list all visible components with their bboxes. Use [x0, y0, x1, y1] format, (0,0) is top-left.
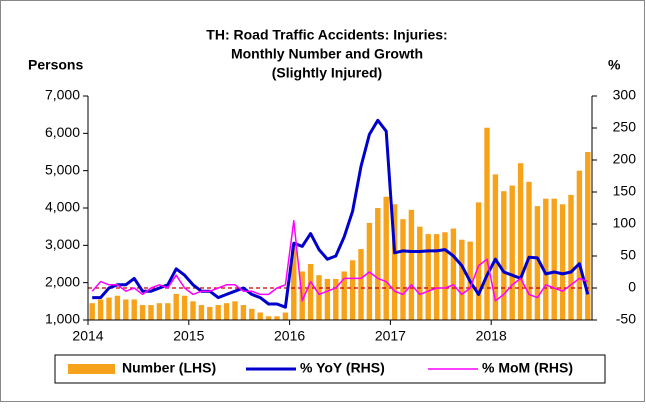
bar — [517, 163, 524, 320]
y-tick-label: 4,000 — [45, 199, 80, 215]
bar — [484, 127, 490, 320]
bar — [156, 303, 163, 320]
bar — [450, 228, 457, 320]
y2-tick-label: 100 — [613, 215, 637, 231]
bar — [341, 271, 347, 320]
bar — [417, 226, 423, 320]
y2-tick-label: 200 — [613, 151, 637, 167]
legend-label: % MoM (RHS) — [482, 360, 573, 376]
bar — [408, 209, 415, 320]
bar — [551, 198, 557, 320]
bar — [316, 275, 322, 320]
y2-tick-label: 150 — [613, 183, 637, 199]
bar — [509, 185, 515, 320]
bar — [559, 204, 566, 320]
bar — [568, 194, 574, 320]
y-tick-label: 1,000 — [45, 311, 80, 327]
legend-swatch — [68, 364, 115, 374]
y-axis-label: Persons — [28, 57, 83, 73]
y2-axis-label: % — [608, 57, 621, 73]
bar — [223, 303, 230, 320]
bar — [114, 295, 121, 320]
y-tick-label: 5,000 — [45, 161, 80, 177]
y2-tick-label: -50 — [616, 311, 636, 327]
bar — [131, 299, 137, 320]
bar — [257, 312, 263, 320]
bar — [534, 206, 541, 320]
bar — [543, 198, 549, 320]
bar — [190, 301, 196, 320]
bar — [492, 174, 499, 320]
x-tick-label: 2018 — [476, 328, 507, 344]
bar — [433, 234, 440, 320]
bar — [274, 316, 280, 320]
x-tick-label: 2017 — [375, 328, 406, 344]
x-tick-label: 2014 — [72, 328, 103, 344]
bar — [165, 303, 171, 320]
bar — [576, 170, 583, 320]
bar — [475, 202, 482, 320]
bar — [123, 299, 129, 320]
legend-label: Number (LHS) — [122, 360, 216, 376]
bar — [173, 293, 179, 320]
bar — [148, 305, 154, 320]
bar — [501, 191, 507, 320]
bar — [358, 249, 364, 320]
bar — [375, 208, 381, 320]
bar — [425, 234, 431, 320]
bar — [333, 278, 339, 320]
bar — [198, 305, 205, 320]
bar — [207, 306, 213, 320]
chart-title: (Slightly Injured) — [272, 65, 382, 81]
bar — [526, 181, 532, 320]
y-tick-label: 3,000 — [45, 236, 80, 252]
bar — [282, 312, 289, 320]
bar — [265, 316, 272, 320]
bar — [139, 305, 146, 320]
y-tick-label: 6,000 — [45, 124, 80, 140]
bar — [97, 299, 104, 320]
chart-title: Monthly Number and Growth — [231, 46, 423, 62]
bar — [459, 239, 465, 320]
bar — [89, 303, 95, 320]
legend-label: % YoY (RHS) — [300, 360, 385, 376]
bar — [391, 204, 398, 320]
bar — [232, 301, 238, 320]
bar — [181, 295, 188, 320]
bar — [383, 196, 389, 320]
bar — [215, 305, 221, 320]
bar — [585, 152, 591, 320]
legend-box — [54, 354, 606, 384]
line-series — [92, 118, 590, 309]
x-tick-label: 2016 — [274, 328, 305, 344]
y-tick-label: 7,000 — [45, 87, 80, 103]
y-tick-label: 2,000 — [45, 273, 80, 289]
y2-tick-label: 250 — [613, 119, 637, 135]
bar — [249, 308, 255, 320]
bar — [324, 278, 331, 320]
bar — [349, 260, 356, 320]
x-tick-label: 2015 — [173, 328, 204, 344]
bar — [400, 219, 406, 320]
bar — [442, 232, 448, 320]
y2-tick-label: 300 — [613, 87, 637, 103]
bar — [240, 305, 247, 320]
y2-tick-label: 0 — [628, 279, 636, 295]
chart-title: TH: Road Traffic Accidents: Injuries: — [206, 27, 447, 43]
y2-tick-label: 50 — [620, 247, 636, 263]
bar — [291, 245, 297, 320]
bar — [307, 264, 314, 320]
line-series — [91, 220, 589, 302]
bar — [106, 297, 112, 320]
